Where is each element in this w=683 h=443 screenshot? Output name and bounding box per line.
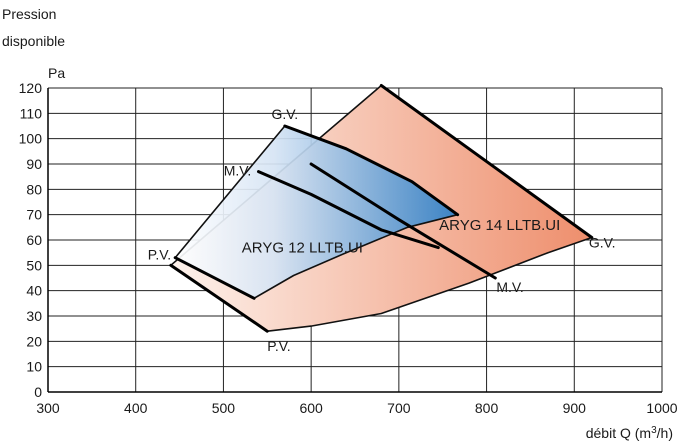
curve-aryg-14-gv — [379, 84, 594, 239]
y-tick-label-6: 60 — [26, 232, 42, 248]
curve-aryg-12-gv — [283, 124, 460, 217]
y-tick-label-8: 80 — [26, 181, 42, 197]
y-tick-label-11: 110 — [20, 105, 43, 121]
zone-label-3: ARYG 12 LLTB.UI — [242, 240, 363, 257]
speed-label-6: M.V. — [496, 279, 524, 295]
curve-aryg-12-mv — [257, 170, 440, 250]
x-tick-label-1: 400 — [124, 400, 148, 416]
y-axis-unit: Pa — [48, 65, 65, 81]
y-axis-label-line2: disponible — [2, 33, 65, 49]
x-tick-label-6: 900 — [563, 400, 587, 416]
x-tick-label-2: 500 — [212, 400, 236, 416]
curve-aryg-14-mv — [309, 162, 497, 280]
y-tick-label-4: 40 — [26, 283, 42, 299]
speed-label-2: P.V. — [148, 247, 171, 263]
x-tick-label-7: 1000 — [646, 400, 677, 416]
y-tick-label-12: 120 — [19, 80, 43, 96]
speed-curves — [169, 84, 594, 333]
axes — [47, 88, 662, 393]
y-axis-label-line1: Pression — [2, 6, 56, 22]
y-tick-label-0: 0 — [34, 384, 42, 400]
curve-aryg-14-pv — [169, 263, 269, 333]
y-tick-label-7: 70 — [26, 207, 42, 223]
y-tick-label-9: 90 — [26, 156, 42, 172]
x-tick-label-3: 600 — [299, 400, 323, 416]
y-tick-label-3: 30 — [26, 308, 42, 324]
speed-label-5: G.V. — [589, 234, 616, 250]
speed-label-7: P.V. — [267, 338, 290, 354]
speed-label-0: G.V. — [271, 106, 298, 122]
x-tick-label-5: 800 — [475, 400, 499, 416]
x-tick-label-0: 300 — [36, 400, 60, 416]
zone-label-4: ARYG 14 LLTB.UI — [439, 217, 560, 234]
speed-label-1: M.V. — [224, 163, 252, 179]
curve-aryg-12-pv — [173, 256, 256, 300]
y-tick-label-10: 100 — [19, 131, 43, 147]
y-tick-label-1: 10 — [26, 359, 42, 375]
tick-labels: 300 400 500 600 700 800 900 1000 0 10 20 30 40 50 60 70… — [19, 80, 678, 416]
annotations: G.V. M.V. P.V. ARYG 12 LLTB.UI ARYG 14 LLTB.… — [148, 106, 616, 354]
y-tick-label-5: 50 — [26, 257, 42, 273]
x-tick-label-4: 700 — [387, 400, 411, 416]
y-tick-label-2: 20 — [26, 333, 42, 349]
x-axis-label: débit Q (m3/h) — [586, 425, 673, 441]
